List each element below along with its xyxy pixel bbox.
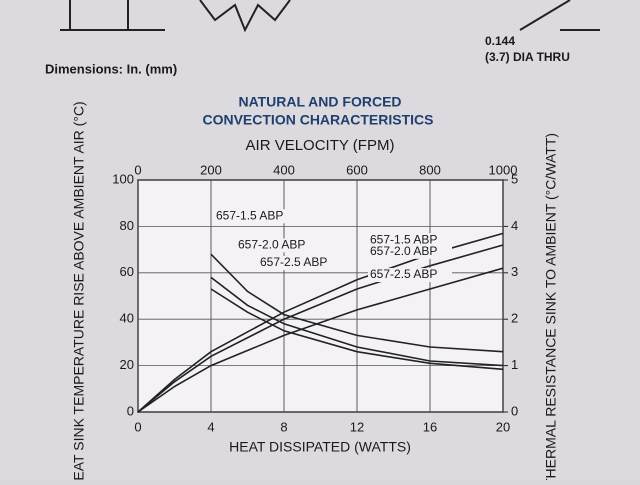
x-tick-label: 4 xyxy=(207,419,214,434)
series-label: 657-1.5 ABP xyxy=(216,208,283,222)
y-tick-label: 40 xyxy=(120,311,134,326)
y2-tick-label: 4 xyxy=(511,218,518,233)
series-label-bg xyxy=(214,209,298,224)
y-tick-label: 100 xyxy=(112,171,134,186)
series-label: 657-2.5 ABP xyxy=(260,255,327,269)
y2-tick-label: 2 xyxy=(511,311,518,326)
series-label-bg xyxy=(236,238,320,253)
chart-title: CONVECTION CHARACTERISTICS xyxy=(202,112,433,128)
y2-tick-label: 1 xyxy=(511,357,518,372)
series-label: 657-2.0 ABP xyxy=(238,238,305,252)
series-label-bg xyxy=(368,244,452,259)
chart-title: NATURAL AND FORCED xyxy=(238,94,401,110)
series-label: 657-2.0 ABP xyxy=(370,244,437,258)
x-axis-label: HEAT DISSIPATED (WATTS) xyxy=(229,439,411,455)
x2-tick-label: 200 xyxy=(200,162,222,177)
hole-size: 0.144 xyxy=(485,34,515,48)
series-label-bg xyxy=(368,268,452,283)
series-line xyxy=(137,244,504,413)
x2-tick-label: 800 xyxy=(419,162,441,177)
dimensions-note: Dimensions: In. (mm) xyxy=(45,61,177,76)
series-label-bg xyxy=(368,233,452,248)
series-line xyxy=(137,267,504,413)
x2-tick-label: 600 xyxy=(346,162,368,177)
heatsink-drawing xyxy=(199,0,291,33)
x-tick-label: 12 xyxy=(350,419,364,434)
series-label: 657-1.5 ABP xyxy=(370,232,437,246)
y-tick-label: 0 xyxy=(127,403,134,418)
x2-tick-label: 0 xyxy=(134,162,141,177)
series-label: 657-2.5 ABP xyxy=(370,267,437,281)
x-tick-label: 20 xyxy=(496,419,510,434)
y2-tick-label: 5 xyxy=(511,171,518,186)
y-tick-label: 60 xyxy=(120,264,134,279)
series-line xyxy=(210,276,504,367)
x-tick-label: 16 xyxy=(423,419,437,434)
y2-tick-label: 3 xyxy=(511,264,518,279)
x2-tick-label: 1000 xyxy=(489,162,518,177)
x-tick-label: 8 xyxy=(280,419,287,434)
y2-axis-label: THERMAL RESISTANCE SINK TO AMBIENT (°C/W… xyxy=(543,133,559,480)
series-label-bg xyxy=(258,256,342,271)
x2-axis-label: AIR VELOCITY (FPM) xyxy=(246,137,395,154)
hole-note: (3.7) DIA THRU xyxy=(485,50,570,64)
x2-tick-label: 400 xyxy=(273,162,295,177)
y2-tick-label: 0 xyxy=(511,403,518,418)
series-line xyxy=(210,288,504,371)
x-tick-label: 0 xyxy=(134,419,141,434)
series-line xyxy=(210,253,504,353)
y-axis-label: HEAT SINK TEMPERATURE RISE ABOVE AMBIENT… xyxy=(71,101,87,480)
y-tick-label: 80 xyxy=(120,218,134,233)
drawing-line xyxy=(519,0,600,31)
y-tick-label: 20 xyxy=(120,357,134,372)
